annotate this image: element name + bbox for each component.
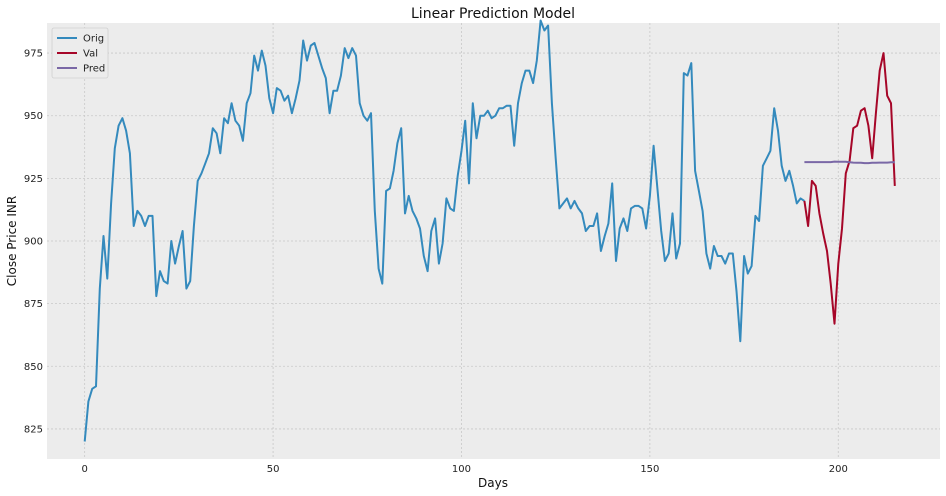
tick-labels: 0 50 100 150 200 825 850 875 900 925 950 975: [24, 49, 848, 475]
y-tick-label: 925: [24, 174, 43, 185]
x-tick-label: 200: [829, 464, 848, 475]
legend-label-pred: Pred: [83, 64, 105, 75]
y-tick-label: 825: [24, 424, 43, 435]
x-tick-label: 150: [640, 464, 659, 475]
x-tick-label: 100: [452, 464, 471, 475]
grid: [47, 23, 940, 459]
series-line-orig: [83, 19, 805, 442]
series-line-pred: [804, 160, 895, 165]
x-tick-label: 0: [81, 464, 87, 475]
legend-label-val: Val: [83, 49, 98, 60]
y-axis-title: Close Price INR: [5, 196, 19, 286]
y-tick-label: 975: [24, 49, 43, 60]
legend: Orig Val Pred: [51, 27, 109, 79]
series-group: [83, 19, 896, 442]
y-tick-label: 875: [24, 299, 43, 310]
legend-box: [51, 27, 109, 79]
y-tick-label: 850: [24, 362, 43, 373]
x-axis-title: Days: [478, 476, 508, 490]
chart-title: Linear Prediction Model: [411, 6, 575, 22]
y-tick-label: 900: [24, 237, 43, 248]
x-tick-label: 50: [267, 464, 280, 475]
y-tick-label: 950: [24, 111, 43, 122]
series-line-val: [803, 52, 896, 325]
legend-label-orig: Orig: [83, 34, 104, 45]
